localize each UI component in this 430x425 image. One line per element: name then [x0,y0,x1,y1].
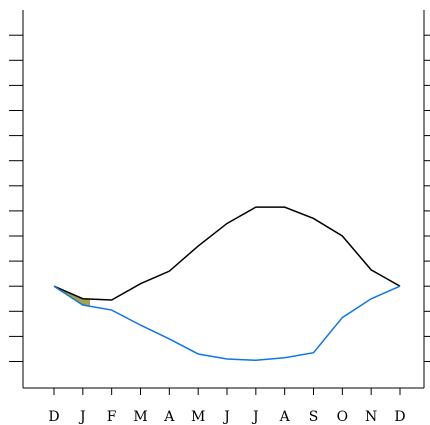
x-tick-label: F [107,409,117,425]
x-axis-ticks [53,388,401,395]
series-lines [53,206,401,361]
x-tick-label: S [309,409,319,425]
series-line-1 [53,206,401,301]
left-y-axis-ticks [9,34,23,362]
x-tick-label: D [48,409,59,425]
right-y-axis-ticks [424,34,430,362]
shaded-area [62,289,91,307]
shaded-region [62,289,91,307]
x-tick-label: M [191,409,205,425]
series-line-2 [53,285,401,361]
x-tick-label: D [394,409,405,425]
x-tick-label: A [163,409,175,425]
x-tick-label: J [222,409,230,425]
x-tick-label: J [251,409,259,425]
x-tick-label: M [133,409,147,425]
x-tick-label: J [78,409,86,425]
x-tick-label: A [279,409,291,425]
x-tick-label: N [365,409,377,425]
x-tick-label: O [337,409,348,425]
